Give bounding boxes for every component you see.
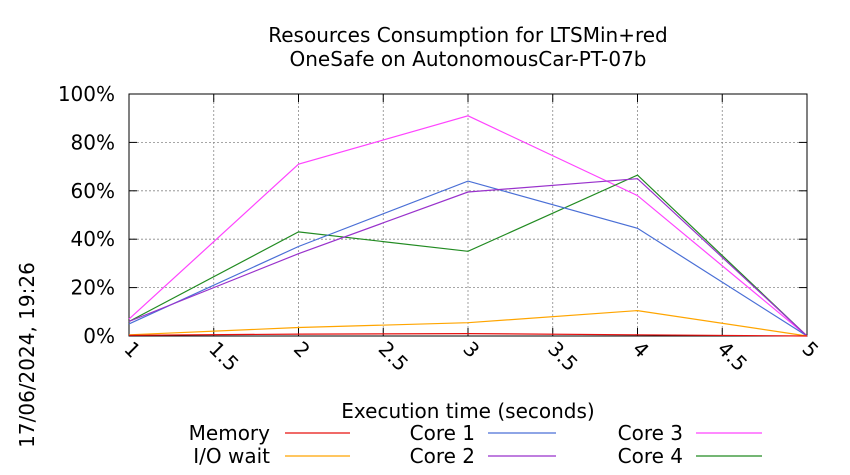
x-tick-label: 4.5 [713,337,752,376]
legend-label: Core 1 [410,421,475,445]
x-axis-label: Execution time (seconds) [341,399,594,423]
x-tick-label: 5 [797,337,823,363]
x-tick-label: 1 [119,337,145,363]
grid [129,94,807,336]
series-lines [128,115,808,337]
legend-label: Core 4 [618,444,683,468]
y-tick-label: 80% [71,130,115,154]
chart-title-line1: Resources Consumption for LTSMin+red [268,23,668,47]
series-line-core-2 [128,178,808,337]
timestamp-label: 17/06/2024, 19:26 [15,262,39,448]
legend-label: Core 3 [618,421,683,445]
legend-label: I/O wait [193,444,270,468]
x-tick-label: 3 [458,337,484,363]
x-tick-label: 4 [628,337,654,363]
y-tick-label: 40% [71,227,115,251]
y-tick-label: 0% [83,324,115,348]
series-line-i-o-wait [128,309,808,337]
x-tick-label: 3.5 [543,337,582,376]
series-line-memory [128,332,808,337]
y-axis-ticks: 0% 20% 40% 60% 80% 100% [58,82,807,348]
legend-label: Core 2 [410,444,475,468]
legend-label: Memory [189,421,271,445]
y-tick-label: 100% [58,82,115,106]
x-tick-label: 1.5 [204,337,243,376]
x-tick-label: 2 [289,337,315,363]
series-line-core-4 [128,174,808,337]
series-line-core-1 [128,180,808,337]
chart-title-line2: OneSafe on AutonomousCar-PT-07b [290,47,647,71]
series-line-core-3 [128,115,808,337]
y-tick-label: 60% [71,179,115,203]
x-tick-label: 2.5 [374,337,413,376]
y-tick-label: 20% [71,276,115,300]
